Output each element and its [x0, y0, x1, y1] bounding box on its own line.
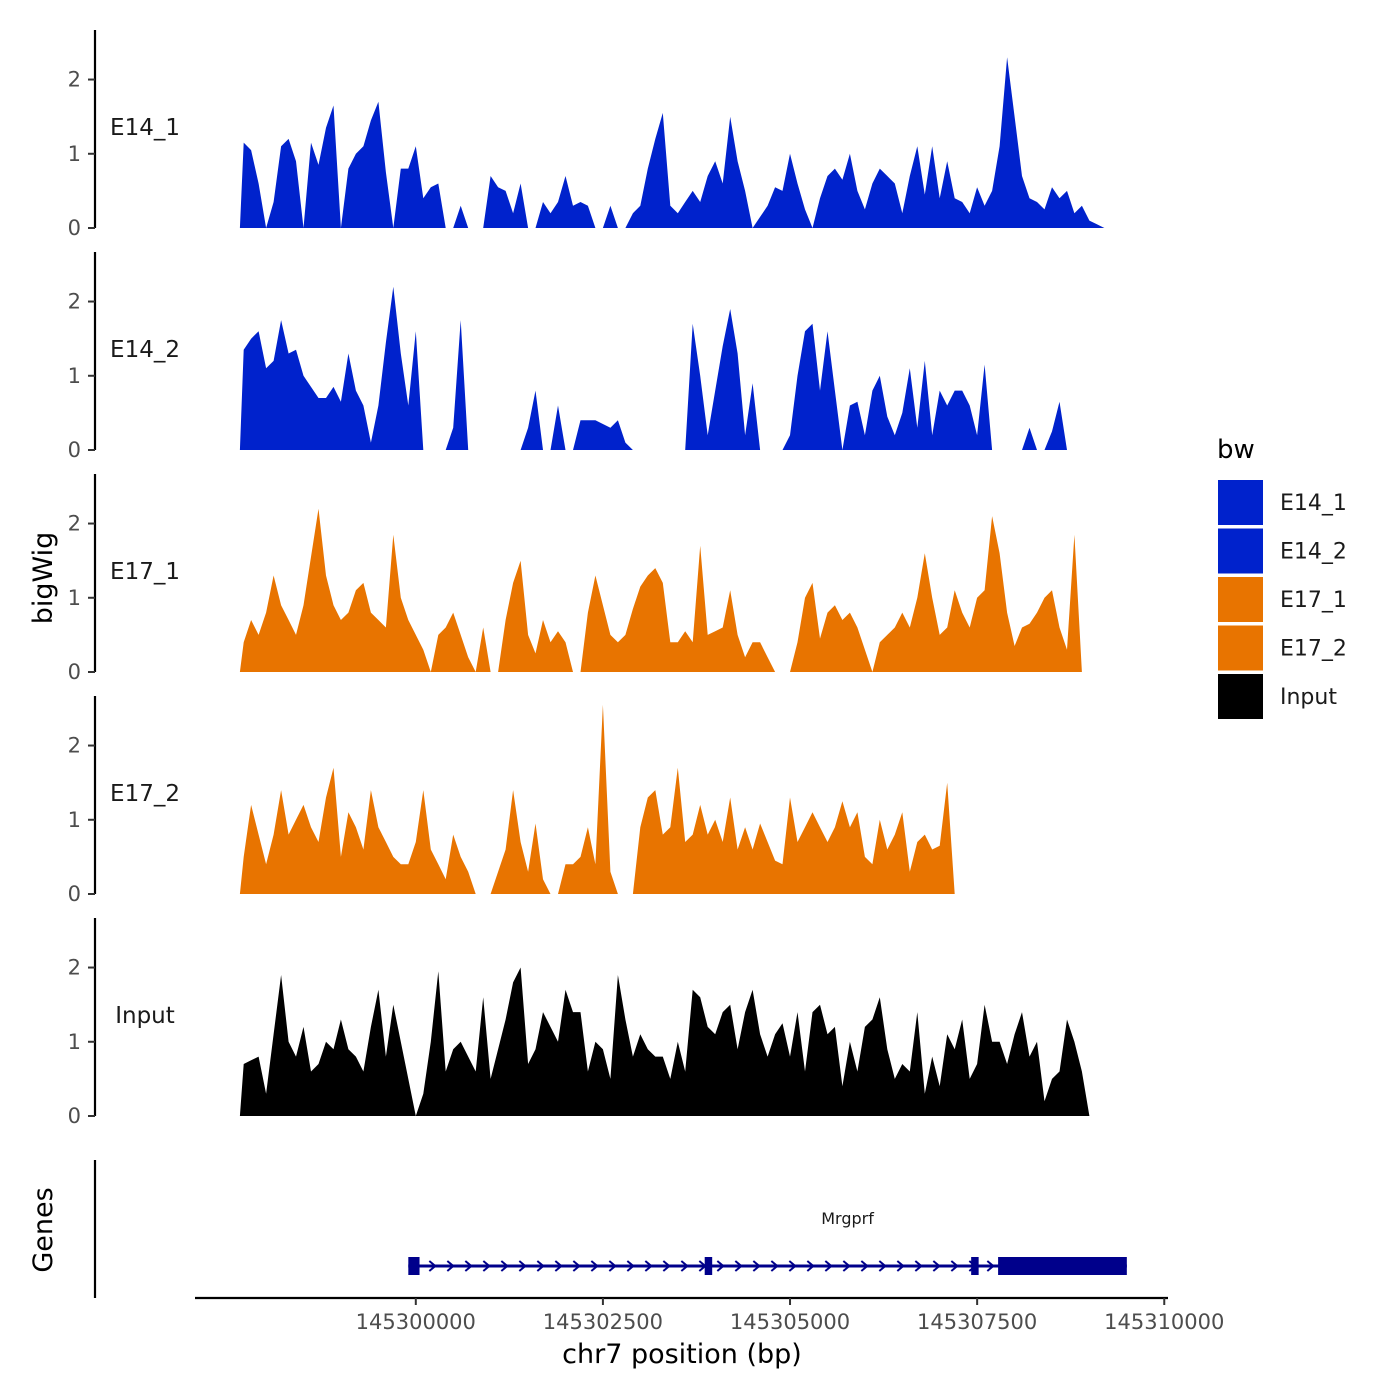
x-tick-label: 145305000 [730, 1310, 850, 1334]
genes-panel: Mrgprf [93, 1160, 1127, 1298]
legend-swatch [1218, 577, 1263, 622]
coverage-area-e14-1 [239, 57, 1105, 228]
y-axis-title: bigWig [28, 532, 59, 625]
strand-arrow [446, 1260, 455, 1272]
strand-arrow [950, 1260, 959, 1272]
y-tick-label: 2 [68, 290, 81, 314]
strand-arrow [932, 1260, 941, 1272]
legend-swatch [1218, 625, 1263, 671]
y-tick-label: 2 [68, 734, 81, 758]
gene-exon [971, 1257, 979, 1275]
strand-arrow [464, 1260, 473, 1272]
y-tick-label: 1 [68, 1030, 81, 1054]
track-input: 0 1 2 Input [68, 918, 1090, 1128]
strand-arrow [878, 1260, 887, 1272]
bigwig-tracks: 0 1 2 E14_1 0 1 2 E14_2 0 1 2 E17_1 0 1 2 E17_2 0 1 2 Input [68, 30, 1105, 1128]
track-e17-2: 0 1 2 E17_2 [68, 696, 955, 906]
genes-axis-title: Genes [28, 1187, 59, 1272]
strand-arrow [482, 1260, 491, 1272]
x-tick-label: 145307500 [917, 1310, 1037, 1334]
x-axis-title: chr7 position (bp) [562, 1339, 802, 1370]
strand-arrow [644, 1260, 653, 1272]
strand-arrow [734, 1260, 743, 1272]
y-tick-label: 0 [68, 660, 81, 684]
strand-arrow [590, 1260, 599, 1272]
legend-swatch [1218, 674, 1263, 719]
strand-arrow [536, 1260, 545, 1272]
y-tick-label: 0 [68, 1104, 81, 1128]
track-label: E17_1 [110, 559, 180, 585]
track-label: E14_1 [110, 115, 180, 141]
x-tick-label: 145300000 [356, 1310, 476, 1334]
track-label: E14_2 [110, 337, 180, 363]
legend-title: bw [1217, 435, 1255, 465]
legend-label: E14_2 [1280, 540, 1347, 565]
strand-arrow [752, 1260, 761, 1272]
strand-arrow [716, 1260, 725, 1272]
track-e17-1: 0 1 2 E17_1 [68, 474, 1082, 684]
strand-arrow [896, 1260, 905, 1272]
y-tick-label: 0 [68, 216, 81, 240]
strand-arrow [554, 1260, 563, 1272]
y-tick-label: 2 [68, 68, 81, 92]
track-e14-2: 0 1 2 E14_2 [68, 252, 1067, 462]
legend-label: E14_1 [1280, 491, 1347, 516]
y-tick-label: 1 [68, 364, 81, 388]
strand-arrow [770, 1260, 779, 1272]
strand-arrow [680, 1260, 689, 1272]
gene-exon [704, 1257, 713, 1275]
coverage-area-e14-2 [239, 286, 1067, 450]
legend-label: E17_1 [1280, 588, 1347, 613]
strand-arrow [626, 1260, 635, 1272]
strand-arrow [806, 1260, 815, 1272]
y-tick-label: 2 [68, 956, 81, 980]
track-label: E17_2 [110, 781, 180, 807]
legend-swatch [1218, 480, 1263, 525]
y-tick-label: 1 [68, 808, 81, 832]
strand-arrow [824, 1260, 833, 1272]
strand-arrow [428, 1260, 437, 1272]
legend: bw E14_1 E14_2 E17_1 E17_2 Input [1217, 435, 1347, 719]
y-tick-label: 1 [68, 586, 81, 610]
coverage-area-input [239, 967, 1090, 1116]
legend-swatch [1218, 528, 1263, 574]
x-tick-label: 145302500 [543, 1310, 663, 1334]
y-tick-label: 2 [68, 512, 81, 536]
gene-name-label: Mrgprf [821, 1209, 874, 1228]
strand-arrow [662, 1260, 671, 1272]
y-tick-label: 1 [68, 142, 81, 166]
gene-model: Mrgprf [408, 1209, 1127, 1275]
coverage-area-e17-1 [239, 508, 1082, 672]
strand-arrow [500, 1260, 509, 1272]
strand-arrow [842, 1260, 851, 1272]
track-e14-1: 0 1 2 E14_1 [68, 30, 1105, 240]
track-label: Input [115, 1003, 175, 1029]
strand-arrow [860, 1260, 869, 1272]
strand-arrow [788, 1260, 797, 1272]
gene-exon [998, 1257, 1127, 1275]
strand-arrow [518, 1260, 527, 1272]
x-tick-label: 145310000 [1104, 1310, 1224, 1334]
strand-arrow [572, 1260, 581, 1272]
coverage-area-e17-2 [239, 704, 955, 894]
legend-label: E17_2 [1280, 637, 1347, 662]
x-axis: 145300000 145302500 145305000 145307500 1453… [195, 1296, 1224, 1334]
strand-arrow [914, 1260, 923, 1272]
strand-arrow [986, 1260, 995, 1272]
y-tick-label: 0 [68, 438, 81, 462]
gene-exon [408, 1257, 420, 1275]
legend-label: Input [1280, 685, 1337, 710]
strand-arrow [608, 1260, 617, 1272]
y-tick-label: 0 [68, 882, 81, 906]
